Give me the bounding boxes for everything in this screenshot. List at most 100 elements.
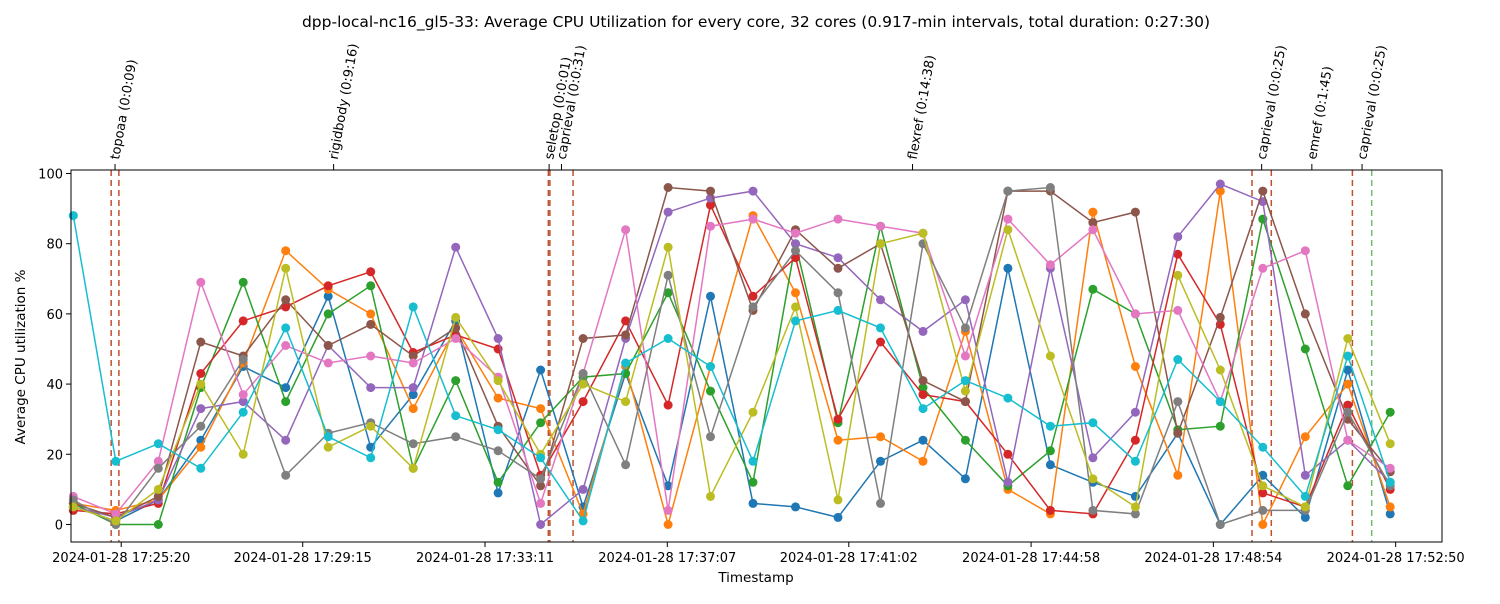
data-point: [748, 456, 758, 466]
data-point: [791, 228, 800, 238]
data-point: [1300, 502, 1310, 512]
data-point: [791, 316, 800, 326]
data-point: [876, 432, 885, 442]
data-point: [1173, 305, 1183, 315]
data-point: [918, 404, 928, 414]
x-tick-label: 2024-01-28 17:37:07: [598, 551, 736, 566]
data-point: [1088, 453, 1098, 463]
data-point: [1130, 509, 1140, 519]
data-point: [1173, 428, 1183, 438]
event-label: caprieval (0:0:25): [1355, 44, 1390, 161]
data-point: [1173, 397, 1183, 407]
data-point: [1343, 435, 1353, 445]
data-point: [918, 435, 928, 445]
data-point: [1088, 225, 1098, 235]
data-point: [1343, 481, 1353, 491]
data-point: [578, 379, 588, 389]
data-point: [833, 214, 843, 224]
data-point: [1300, 432, 1310, 442]
data-point: [1343, 407, 1353, 417]
data-point: [1045, 460, 1055, 470]
data-point: [1088, 207, 1098, 217]
data-point: [1215, 186, 1225, 196]
data-point: [451, 242, 461, 252]
plot-frame: [70, 169, 1443, 543]
data-point: [238, 277, 248, 287]
data-point: [153, 484, 163, 494]
data-point: [281, 470, 291, 480]
data-point: [621, 330, 631, 340]
data-point: [536, 453, 546, 463]
y-tick-label: 0: [55, 518, 63, 533]
data-point: [833, 305, 843, 315]
data-point: [1088, 474, 1098, 484]
data-point: [876, 456, 885, 466]
data-point: [1385, 463, 1395, 473]
data-point: [1003, 477, 1013, 487]
data-point: [1130, 309, 1140, 319]
event-label: topoaa (0:0:09): [108, 58, 140, 160]
data-point: [1300, 512, 1310, 522]
x-axis-label: Timestamp: [717, 570, 793, 586]
data-point: [1300, 344, 1310, 354]
data-point: [536, 404, 546, 414]
data-point: [281, 341, 291, 350]
data-point: [238, 397, 248, 407]
data-point: [153, 463, 163, 473]
data-point: [1003, 393, 1013, 403]
data-point: [706, 491, 715, 501]
x-tick-label: 2024-01-28 17:33:11: [416, 551, 554, 566]
data-point: [323, 281, 333, 291]
data-point: [1258, 505, 1268, 515]
data-point: [1385, 502, 1395, 512]
data-point: [1215, 397, 1225, 407]
data-point: [833, 263, 843, 273]
data-point: [536, 418, 546, 428]
series-0: [68, 263, 1395, 529]
data-point: [918, 376, 928, 386]
data-point: [1173, 232, 1183, 242]
y-tick-label: 100: [38, 168, 63, 183]
data-point: [493, 393, 503, 403]
data-point: [536, 474, 546, 484]
data-point: [621, 460, 631, 470]
data-point: [451, 411, 461, 421]
data-point: [791, 246, 800, 256]
data-point: [621, 397, 631, 407]
series-2: [68, 214, 1395, 529]
data-point: [408, 351, 418, 361]
data-point: [366, 421, 376, 431]
series-8: [68, 225, 1395, 526]
data-point: [791, 253, 800, 263]
series-line: [72, 186, 1391, 526]
data-point: [876, 295, 885, 305]
data-point: [323, 341, 333, 350]
data-point: [663, 505, 673, 515]
event-label: flexref (0:14:38): [906, 54, 939, 161]
data-point: [748, 302, 758, 312]
data-point: [281, 397, 291, 407]
data-point: [408, 383, 418, 393]
data-point: [281, 263, 291, 273]
data-point: [281, 302, 291, 312]
y-tick-label: 20: [46, 448, 63, 463]
data-point: [153, 456, 163, 466]
data-point: [1045, 351, 1055, 361]
y-tick-label: 60: [46, 308, 63, 323]
data-point: [663, 183, 673, 192]
data-point: [1300, 246, 1310, 256]
data-point: [1003, 263, 1013, 273]
data-point: [1300, 309, 1310, 319]
data-point: [1130, 207, 1140, 217]
data-point: [621, 225, 631, 235]
data-point: [1130, 435, 1140, 445]
data-point: [748, 477, 758, 487]
data-point: [1258, 442, 1268, 452]
data-point: [706, 221, 715, 231]
data-point: [918, 456, 928, 466]
data-point: [1130, 456, 1140, 466]
y-axis-label: Average CPU utilization %: [13, 269, 29, 444]
series-line: [73, 227, 1391, 522]
data-point: [323, 309, 333, 319]
data-point: [1003, 225, 1013, 235]
